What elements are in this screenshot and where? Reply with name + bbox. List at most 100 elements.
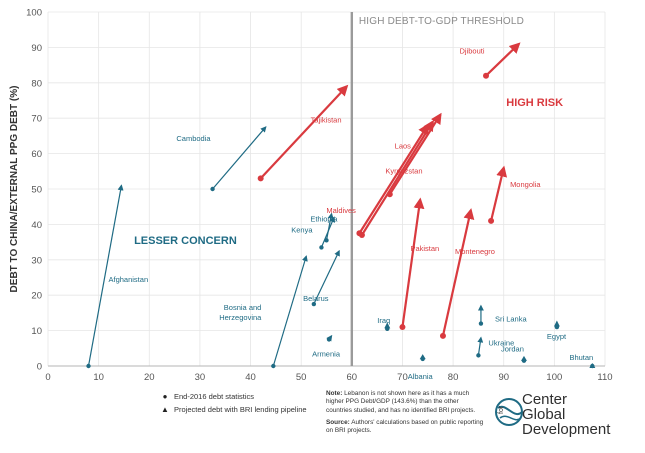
y-tick-label: 50 xyxy=(31,185,42,196)
label-montenegro: Montenegro xyxy=(455,247,495,256)
label-laos: Laos xyxy=(395,141,412,150)
label-bhutan: Bhutan xyxy=(569,353,593,362)
logo-line-3: Development xyxy=(522,421,611,438)
triangle-icon: ▲ xyxy=(161,405,169,414)
label-maldives: Maldives xyxy=(326,206,356,215)
arrow-bosnia-and-herzegovina xyxy=(272,255,308,367)
x-tick-label: 20 xyxy=(144,372,155,383)
label-mongolia: Mongolia xyxy=(510,180,541,189)
x-tick-label: 0 xyxy=(45,372,50,383)
point-mongolia xyxy=(488,217,495,224)
label-ukraine: Ukraine xyxy=(488,338,514,347)
x-tick-label: 100 xyxy=(546,372,562,383)
y-tick-label: 20 xyxy=(31,291,42,302)
arrow-cambodia xyxy=(212,126,267,190)
source-label: Source: xyxy=(326,418,350,426)
label-sri-lanka: Sri Lanka xyxy=(495,315,528,324)
point-bhutan xyxy=(590,363,595,369)
legend-item-projected: ▲ Projected debt with BRI lending pipeli… xyxy=(161,405,307,414)
note-text: Lebanon is not shown here as it has a mu… xyxy=(326,390,476,414)
arrow-mongolia xyxy=(489,165,508,222)
y-axis-title: DEBT TO CHINA/EXTERNAL PPG DEBT (%) xyxy=(9,86,20,293)
point-egypt xyxy=(554,324,560,330)
y-tick-label: 80 xyxy=(31,78,42,89)
label-albania: Albania xyxy=(408,372,434,381)
label-armenia: Armenia xyxy=(312,349,341,358)
point-pakistan xyxy=(399,324,406,331)
arrow-djibouti xyxy=(485,42,521,77)
point-jordan xyxy=(521,358,527,363)
point-armenia xyxy=(326,337,332,342)
label-pakistan: Pakistan xyxy=(410,244,439,253)
x-tick-label: 30 xyxy=(195,372,206,383)
legend-label: Projected debt with BRI lending pipeline xyxy=(174,405,307,414)
arrow-afghanistan xyxy=(87,184,124,367)
arrow-maldives xyxy=(361,119,435,236)
logo-line-1: Center xyxy=(522,391,568,408)
point-albania xyxy=(420,356,425,362)
point-cambodia xyxy=(210,186,215,192)
arrow-tajikistan xyxy=(259,84,349,180)
legend-label: End-2016 debt statistics xyxy=(174,392,255,401)
axes: 0 10 20 30 40 50 60 70 80 90 100 0 10 20 30 40 50 60 70 80 9… xyxy=(26,8,612,384)
point-tajikistan xyxy=(257,175,264,182)
x-tick-label: 80 xyxy=(448,372,459,383)
arrow-belarus xyxy=(313,249,340,305)
label-djibouti: Djibouti xyxy=(459,47,484,56)
label-belarus: Belarus xyxy=(303,294,329,303)
point-ethiopia xyxy=(319,245,324,250)
x-tick-label: 60 xyxy=(347,372,358,383)
arrow-laos xyxy=(388,112,442,195)
label-jordan: Jordan xyxy=(501,345,524,354)
chart-note: Note: Lebanon is not shown here as it ha… xyxy=(326,390,484,436)
point-iraq xyxy=(385,326,390,332)
y-tick-label: 70 xyxy=(31,114,42,125)
label-afghanistan: Afghanistan xyxy=(109,275,149,284)
note-label: Note: xyxy=(326,390,343,397)
y-tick-label: 90 xyxy=(31,43,42,54)
logo-for: for xyxy=(498,405,505,414)
x-tick-label: 10 xyxy=(93,372,104,383)
debt-scatter-chart: 0 10 20 30 40 50 60 70 80 90 100 0 10 20 30 40 50 60 70 80 9… xyxy=(9,8,613,384)
point-bosnia-and-herzegovina xyxy=(271,363,276,369)
point-afghanistan xyxy=(86,363,91,369)
label-kenya: Kenya xyxy=(291,225,313,234)
threshold-label: HIGH DEBT-TO-GDP THRESHOLD xyxy=(359,16,524,27)
region-label-high-risk: HIGH RISK xyxy=(506,97,563,109)
globe-icon xyxy=(495,398,523,426)
label-ethiopia: Ethiopia xyxy=(310,214,338,223)
arrow-kenya xyxy=(325,212,334,241)
y-tick-label: 0 xyxy=(37,362,42,373)
point-belarus xyxy=(311,301,317,307)
region-label-lesser-concern: LESSER CONCERN xyxy=(134,235,237,247)
arrow-pakistan xyxy=(401,197,425,328)
arrow-montenegro xyxy=(441,208,475,337)
label-egypt: Egypt xyxy=(547,332,567,341)
point-ukraine xyxy=(476,353,481,358)
cgd-logo: Center Global Development for xyxy=(494,390,644,445)
x-tick-label: 90 xyxy=(498,372,509,383)
x-tick-label: 50 xyxy=(296,372,307,383)
source-text: Authors' calculations based on public re… xyxy=(326,418,484,435)
point-labels: Djibouti Laos Maldives Kyrgyzstan Pakistan Mo… xyxy=(109,47,594,381)
point-montenegro xyxy=(439,332,446,339)
label-cambodia: Cambodia xyxy=(176,134,211,143)
label-kyrgyzstan: Kyrgyzstan xyxy=(385,166,422,175)
point-sri-lanka xyxy=(478,321,484,326)
x-tick-label: 40 xyxy=(245,372,256,383)
point-kyrgyzstan xyxy=(356,230,363,237)
y-tick-label: 100 xyxy=(26,8,42,19)
x-tick-label: 110 xyxy=(597,372,612,383)
arrow-kyrgyzstan xyxy=(358,123,429,234)
arrow-ukraine xyxy=(477,336,484,356)
point-kenya xyxy=(324,238,329,243)
label-bosnia-and-herzegovina: Bosnia and Herzegovina xyxy=(219,303,262,322)
point-djibouti xyxy=(483,72,490,79)
legend-item-end-2016: ● End-2016 debt statistics xyxy=(161,392,254,401)
y-tick-label: 60 xyxy=(31,149,42,160)
series xyxy=(86,42,596,369)
y-tick-label: 40 xyxy=(31,220,42,231)
y-tick-label: 30 xyxy=(31,255,42,266)
label-tajikistan: Tajikistan xyxy=(311,115,342,124)
circle-icon: ● xyxy=(162,392,168,401)
